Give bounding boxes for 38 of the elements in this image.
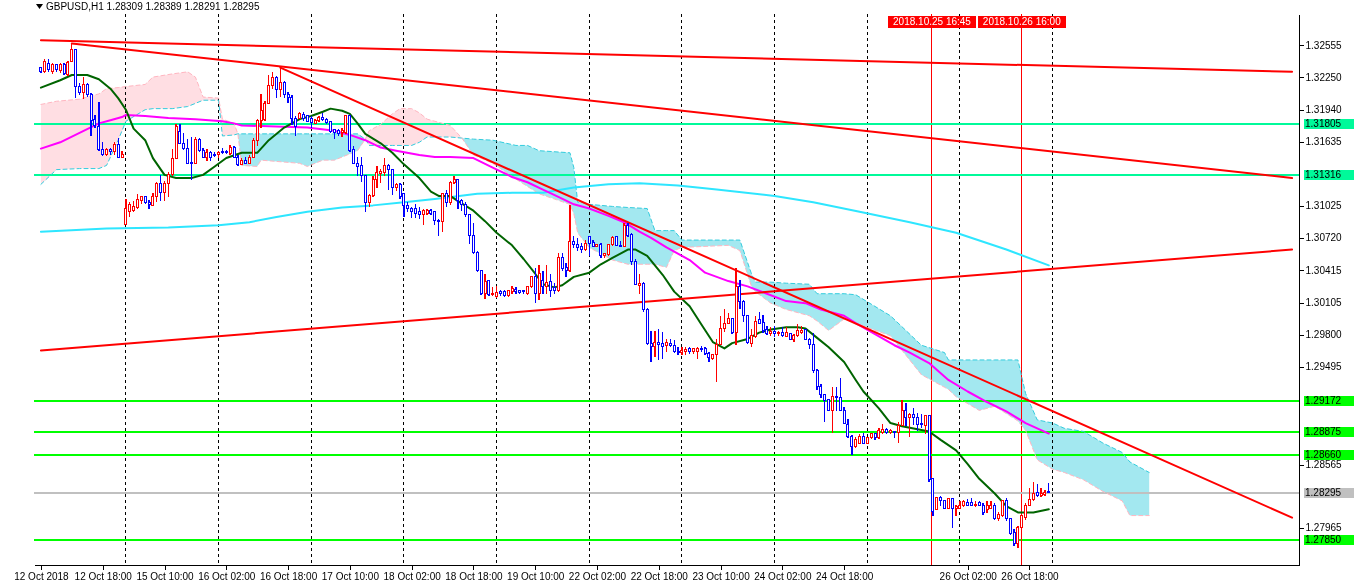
annotation: 2018.10.26 16:00: [982, 16, 1062, 27]
x-tick-label: 15 Oct 10:00: [136, 570, 195, 582]
y-tick-label: 1.32250: [1305, 71, 1343, 83]
y-tick-label: 1.29800: [1305, 329, 1343, 341]
ref-line-label: 1.28660: [1305, 448, 1342, 460]
y-tick-label: 1.29495: [1305, 361, 1343, 373]
x-tick-label: 16 Oct 18:00: [259, 570, 318, 582]
ref-line-label: 1.27850: [1305, 533, 1342, 545]
ref-line-label: 1.31316: [1305, 169, 1342, 181]
ref-line-label: 1.31805: [1305, 117, 1342, 129]
x-tick-label: 26 Oct 02:00: [939, 570, 998, 582]
x-tick-label: 26 Oct 18:00: [1001, 570, 1060, 582]
ref-line-label: 1.28875: [1305, 425, 1342, 437]
chart-title: GBPUSD,H1 1.28309 1.28389 1.28291 1.28295: [46, 1, 260, 12]
x-tick-label: 19 Oct 10:00: [507, 570, 565, 582]
x-tick-label: 22 Oct 18:00: [630, 570, 689, 582]
x-tick-label: 17 Oct 10:00: [321, 570, 380, 582]
annotation: 2018.10.25 16:45: [893, 16, 972, 27]
x-tick-label: 24 Oct 18:00: [816, 570, 874, 582]
x-tick-label: 24 Oct 02:00: [754, 570, 812, 582]
ref-line-label: 1.28295: [1305, 486, 1342, 498]
y-tick-label: 1.31025: [1305, 200, 1343, 212]
y-tick-label: 1.30720: [1305, 232, 1343, 244]
y-tick-label: 1.28565: [1305, 459, 1343, 471]
y-tick-label: 1.30105: [1305, 297, 1343, 309]
y-tick-label: 1.30415: [1305, 264, 1343, 276]
x-tick-label: 18 Oct 02:00: [383, 570, 442, 582]
x-tick-label: 18 Oct 18:00: [445, 570, 503, 582]
x-tick-label: 22 Oct 02:00: [568, 570, 627, 582]
y-tick-label: 1.27965: [1305, 522, 1343, 534]
y-tick-label: 1.31940: [1305, 104, 1343, 116]
x-tick-label: 16 Oct 02:00: [198, 570, 256, 582]
ref-line-label: 1.29172: [1305, 394, 1342, 406]
x-tick-label: 23 Oct 10:00: [692, 570, 751, 582]
y-tick-label: 1.31635: [1305, 136, 1343, 148]
x-tick-label: 12 Oct 18:00: [74, 570, 133, 582]
x-tick-label: 12 Oct 2018: [14, 570, 70, 582]
y-tick-label: 1.32555: [1305, 39, 1343, 51]
